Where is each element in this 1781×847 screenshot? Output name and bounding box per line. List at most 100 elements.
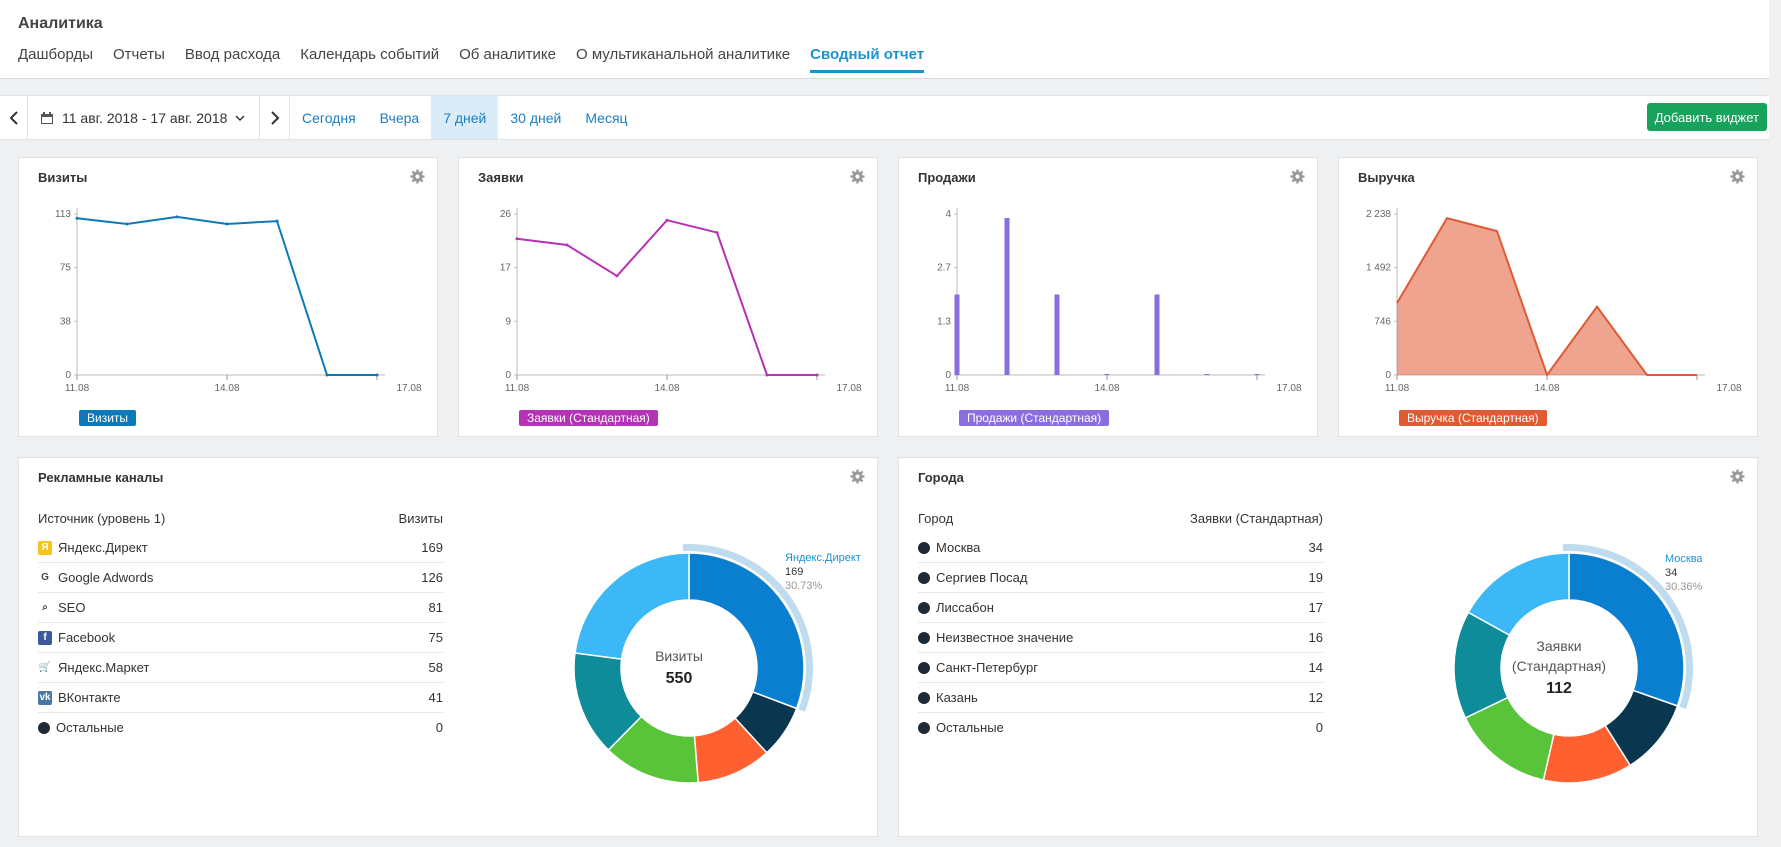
data-point[interactable]: [515, 237, 519, 241]
x-tick-label: 17.08: [1716, 383, 1741, 394]
y-tick-label: 0: [1385, 370, 1391, 381]
donut-center: Визиты 550: [619, 648, 739, 688]
data-point[interactable]: [375, 373, 379, 377]
table-row[interactable]: Неизвестное значение 16: [918, 623, 1323, 653]
x-tick-label: 11.08: [945, 383, 970, 394]
bar[interactable]: [954, 294, 960, 376]
donut-highlight: [1562, 544, 1693, 709]
gear-icon[interactable]: [1730, 169, 1745, 184]
table-row[interactable]: f Facebook 75: [38, 623, 443, 653]
gear-icon[interactable]: [1730, 469, 1745, 484]
table-row[interactable]: Остальные 0: [38, 713, 443, 742]
google-icon: G: [38, 570, 52, 585]
donut-slice[interactable]: [574, 552, 690, 660]
gear-icon[interactable]: [850, 169, 865, 184]
preset-4[interactable]: Месяц: [585, 109, 628, 126]
data-point[interactable]: [325, 373, 329, 377]
row-label: Москва: [936, 540, 981, 555]
tab-1[interactable]: Отчеты: [113, 46, 165, 63]
legend-badge[interactable]: Заявки (Стандартная): [519, 410, 658, 426]
table-row[interactable]: ⌕ SEO 81: [38, 593, 443, 623]
donut-center-label: Визиты: [655, 648, 703, 664]
x-tick-label: 14.08: [1094, 383, 1119, 394]
preset-1[interactable]: Вчера: [379, 109, 420, 126]
donut-slice[interactable]: [1467, 552, 1570, 637]
data-point[interactable]: [75, 216, 79, 220]
next-period-button[interactable]: [260, 96, 290, 139]
donut-center: Заявки (Стандартная) 112: [1499, 638, 1619, 698]
legend-badge[interactable]: Выручка (Стандартная): [1399, 410, 1547, 426]
data-point[interactable]: [715, 231, 719, 235]
main-tabs: Дашборды Отчеты Ввод расхода Календарь собы…: [18, 46, 924, 73]
donut-slice[interactable]: [688, 552, 805, 710]
bar[interactable]: [1154, 294, 1160, 376]
data-point[interactable]: [815, 373, 819, 377]
prev-period-button[interactable]: [0, 96, 28, 139]
table-row[interactable]: Я Яндекс.Директ 169: [38, 533, 443, 563]
row-label-group: Я Яндекс.Директ: [38, 540, 148, 555]
table-row[interactable]: Санкт-Петербург 14: [918, 653, 1323, 683]
row-label-group: Неизвестное значение: [918, 630, 1073, 645]
table-row[interactable]: Казань 12: [918, 683, 1323, 713]
bar[interactable]: [1204, 374, 1210, 375]
bar[interactable]: [1104, 374, 1110, 375]
data-point[interactable]: [615, 274, 619, 278]
chart-widget-2: Продажи 0 1.3 2.7 4 11.08 14.08 17.08 Продажи (С…: [898, 157, 1318, 437]
y-tick-label: 746: [1374, 316, 1391, 327]
donut-center-label-2: (Стандартная): [1511, 658, 1607, 674]
table-row[interactable]: Сергиев Посад 19: [918, 563, 1323, 593]
table-row[interactable]: Остальные 0: [918, 713, 1323, 742]
data-point[interactable]: [665, 218, 669, 222]
data-point[interactable]: [565, 243, 569, 247]
tab-0[interactable]: Дашборды: [18, 46, 93, 63]
row-label-group: ⌕ SEO: [38, 600, 85, 615]
callout-value: 169: [785, 566, 804, 578]
column-header-visits[interactable]: Визиты: [398, 510, 443, 526]
table-row[interactable]: 🛒 Яндекс.Маркет 58: [38, 653, 443, 683]
column-header-source[interactable]: Источник (уровень 1): [38, 510, 166, 526]
preset-2[interactable]: 7 дней: [431, 96, 499, 139]
facebook-icon: f: [38, 630, 52, 645]
tab-6[interactable]: Сводный отчет: [810, 46, 924, 73]
tab-3[interactable]: Календарь событий: [300, 46, 440, 63]
preset-3[interactable]: 30 дней: [510, 109, 562, 126]
top-header: Аналитика Дашборды Отчеты Ввод расхода Кале…: [0, 0, 1781, 79]
gear-icon[interactable]: [1290, 169, 1305, 184]
donut-slice[interactable]: [1568, 552, 1685, 707]
tab-5[interactable]: О мультиканальной аналитике: [575, 46, 791, 63]
tab-2[interactable]: Ввод расхода: [184, 46, 281, 63]
data-point[interactable]: [765, 373, 769, 377]
page-scrollbar[interactable]: [1769, 0, 1781, 847]
add-widget-button[interactable]: Добавить виджет: [1646, 103, 1767, 131]
row-value: 126: [421, 570, 443, 585]
bar[interactable]: [1054, 294, 1060, 376]
row-label: Казань: [936, 690, 978, 705]
date-range-picker[interactable]: 11 авг. 2018 - 17 авг. 2018: [28, 96, 260, 139]
data-point[interactable]: [175, 215, 179, 219]
table-row[interactable]: Москва 34: [918, 533, 1323, 563]
column-header-leads[interactable]: Заявки (Стандартная): [1189, 510, 1323, 526]
gear-icon[interactable]: [410, 169, 425, 184]
data-point[interactable]: [125, 222, 129, 226]
preset-0[interactable]: Сегодня: [302, 109, 356, 126]
tab-4[interactable]: Об аналитике: [459, 46, 556, 63]
bar[interactable]: [1254, 374, 1260, 375]
y-tick-label: 17: [500, 263, 512, 274]
row-label: Яндекс.Директ: [58, 540, 148, 555]
row-value: 34: [1308, 540, 1323, 555]
column-header-city[interactable]: Город: [918, 510, 954, 526]
legend-badge[interactable]: Визиты: [79, 410, 137, 426]
gear-icon[interactable]: [850, 469, 865, 484]
legend-badge[interactable]: Продажи (Стандартная): [959, 410, 1110, 426]
data-point[interactable]: [225, 222, 229, 226]
data-point[interactable]: [275, 219, 279, 223]
bar[interactable]: [1004, 218, 1010, 375]
table-row[interactable]: vk ВКонтакте 41: [38, 683, 443, 713]
dot-icon: [918, 721, 930, 734]
table-row[interactable]: G Google Adwords 126: [38, 563, 443, 593]
y-tick-label: 113: [55, 209, 71, 220]
row-label-group: G Google Adwords: [38, 570, 153, 585]
series-line: [76, 215, 377, 376]
table-row[interactable]: Лиссабон 17: [918, 593, 1323, 623]
chart-plot: 0 746 1 492 2 238 11.08 14.08 17.08: [1366, 208, 1742, 394]
